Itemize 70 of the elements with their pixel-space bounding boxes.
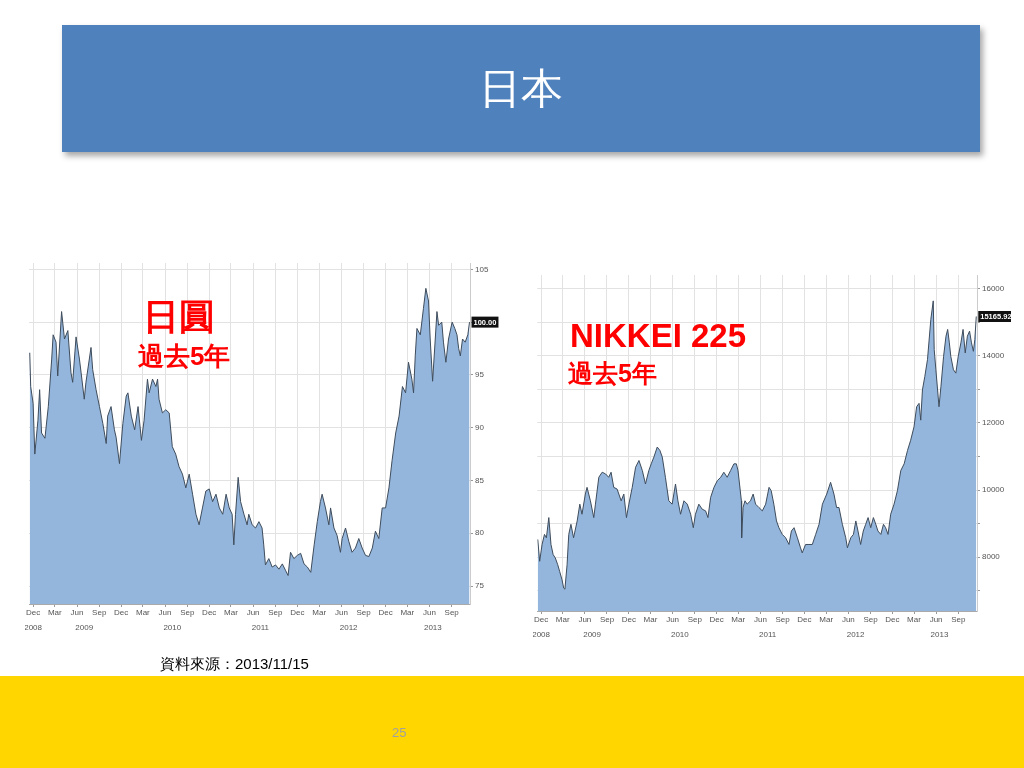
- x-tick-label: Jun: [158, 608, 172, 617]
- x-tick-label: Mar: [907, 615, 922, 624]
- text: NIKKEI 225: [570, 317, 747, 354]
- x-tick-label: Dec: [621, 615, 636, 624]
- x2-tick-label: 2008: [24, 623, 43, 632]
- x-tick-label: Jun: [929, 615, 943, 624]
- x2-tick-label: 2009: [75, 623, 94, 632]
- x-tick-label: Dec: [378, 608, 393, 617]
- x-tick-label: Sep: [356, 608, 372, 617]
- y-tick-label: 8000: [982, 552, 1001, 562]
- y-tick-label: 14000: [982, 350, 1005, 360]
- x-tick-label: Mar: [819, 615, 834, 624]
- x2-tick-label: 2011: [251, 623, 270, 632]
- x-tick-label: Mar: [135, 608, 151, 617]
- x-tick-label: Dec: [26, 608, 41, 617]
- x-tick-label: Mar: [555, 615, 570, 624]
- x-tick-label: Sep: [863, 615, 879, 624]
- x-tick-label: Mar: [400, 608, 415, 617]
- x-tick-label: Jun: [578, 615, 592, 624]
- x-tick-label: Sep: [951, 615, 966, 624]
- x-tick-label: Jun: [841, 615, 855, 624]
- x2-tick-label: 2008: [532, 630, 551, 639]
- x-tick-label: Sep: [444, 608, 460, 617]
- y-tick-label: 80: [475, 528, 485, 538]
- source-note: 資料來源：2013/11/15: [160, 655, 309, 672]
- x-tick-label: Dec: [885, 615, 900, 624]
- y-tick-label: 75: [475, 581, 485, 591]
- x-tick-label: Sep: [180, 608, 195, 617]
- x-tick-label: Sep: [92, 608, 107, 617]
- x-tick-label: Mar: [312, 608, 327, 617]
- text: 日本: [479, 64, 563, 112]
- x-tick-label: Jun: [70, 608, 84, 617]
- x2-tick-label: 2011: [758, 630, 777, 639]
- y-tick-label: 95: [475, 370, 485, 380]
- x2-tick-label: 2009: [583, 630, 602, 639]
- x2-tick-label: 2012: [846, 630, 866, 639]
- y-tick-label: 85: [475, 475, 485, 485]
- x-tick-label: Sep: [268, 608, 283, 617]
- x2-tick-label: 2010: [163, 623, 182, 632]
- y-tick-label: 16000: [982, 283, 1005, 293]
- x-tick-label: Dec: [290, 608, 305, 617]
- text: 25: [392, 725, 407, 740]
- x-tick-label: Jun: [753, 615, 767, 624]
- y-tick-label: 90: [475, 422, 485, 432]
- x-tick-label: Mar: [47, 608, 63, 617]
- x-tick-label: Jun: [334, 608, 348, 617]
- x2-tick-label: 2012: [339, 623, 359, 632]
- x-tick-label: Dec: [709, 615, 724, 624]
- x2-tick-label: 2010: [670, 630, 690, 639]
- y-tick-label: 10000: [982, 485, 1005, 495]
- x2-tick-label: 2013: [930, 630, 949, 639]
- y-tick-label: 105: [475, 264, 489, 274]
- x-tick-label: Sep: [599, 615, 615, 624]
- x-tick-label: Mar: [643, 615, 658, 624]
- text: 過去5年: [568, 359, 657, 387]
- x-tick-label: Dec: [534, 615, 549, 624]
- text: 過去5年: [138, 341, 231, 371]
- x-tick-label: Sep: [687, 615, 703, 624]
- x-tick-label: Dec: [114, 608, 129, 617]
- x-tick-label: Mar: [731, 615, 746, 624]
- x-tick-label: Jun: [423, 608, 436, 617]
- x-tick-label: Mar: [224, 608, 239, 617]
- x-tick-label: Sep: [775, 615, 791, 624]
- x-tick-label: Dec: [797, 615, 812, 624]
- text: 日圓: [143, 296, 215, 337]
- x-tick-label: Jun: [666, 615, 680, 624]
- x-tick-label: Jun: [246, 608, 260, 617]
- x2-tick-label: 2013: [423, 623, 443, 632]
- y-tick-label: 12000: [982, 418, 1005, 428]
- x-tick-label: Dec: [202, 608, 217, 617]
